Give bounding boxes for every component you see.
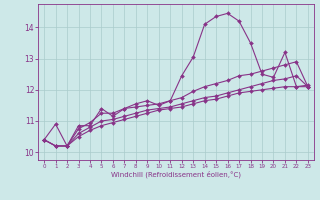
X-axis label: Windchill (Refroidissement éolien,°C): Windchill (Refroidissement éolien,°C) <box>111 171 241 178</box>
